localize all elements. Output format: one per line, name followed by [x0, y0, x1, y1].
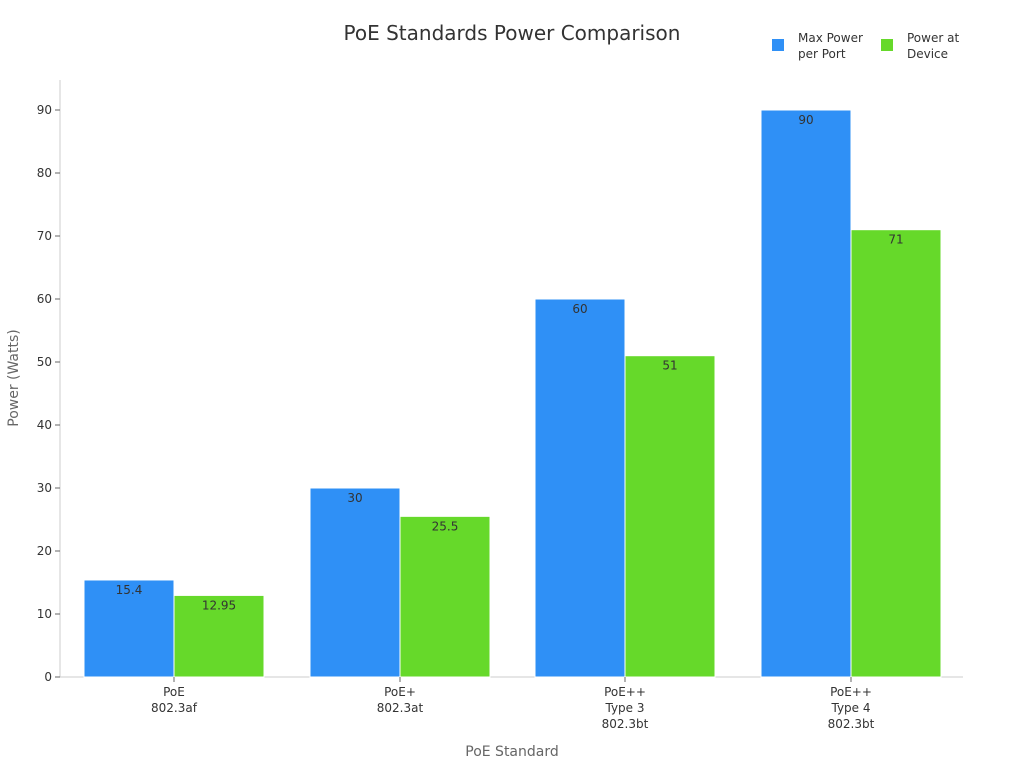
y-axis-title: Power (Watts)	[6, 329, 22, 427]
y-tick-label: 30	[37, 481, 52, 495]
bar-series2-3	[624, 355, 716, 678]
legend-swatch	[881, 39, 893, 51]
y-tick-label: 50	[37, 355, 52, 369]
data-label: 60	[572, 302, 587, 316]
x-tick-label: PoE 802.3af	[151, 685, 198, 715]
y-tick-label: 70	[37, 229, 52, 243]
legend: Max Power per Port Power at Device	[772, 31, 959, 61]
x-tick-label: PoE++ Type 4 802.3bt	[828, 685, 875, 731]
x-axis-ticks: PoE 802.3af PoE+ 802.3at PoE++ Type 3 802.3bt P…	[151, 677, 875, 731]
data-label: 90	[798, 113, 813, 127]
bar-series2-4	[850, 229, 942, 678]
chart-title: PoE Standards Power Comparison	[344, 21, 681, 45]
data-labels: 15.4 30 60 90 12.95 25.5 51 71	[116, 113, 904, 612]
y-tick-label: 60	[37, 292, 52, 306]
bar-series1-1	[83, 579, 175, 678]
data-label: 51	[662, 359, 677, 373]
x-tick-label: PoE+ 802.3at	[377, 685, 424, 715]
data-label: 12.95	[202, 598, 236, 612]
data-label: 15.4	[116, 583, 143, 597]
data-label: 30	[347, 491, 362, 505]
bar-series1-2	[309, 487, 401, 678]
data-label: 25.5	[432, 519, 459, 533]
bar-series1-4	[760, 109, 852, 678]
y-tick-label: 40	[37, 418, 52, 432]
legend-label: Max Power per Port	[798, 31, 863, 61]
bar-series1-3	[534, 298, 626, 678]
x-axis-title: PoE Standard	[465, 744, 559, 760]
y-tick-label: 90	[37, 103, 52, 117]
bar-series2-1	[173, 594, 265, 678]
y-tick-label: 20	[37, 544, 52, 558]
bars	[83, 109, 942, 678]
bar-series2-2	[399, 515, 491, 678]
y-tick-label: 80	[37, 166, 52, 180]
x-tick-label: PoE++ Type 3 802.3bt	[602, 685, 649, 731]
legend-label: Power at Device	[907, 31, 959, 61]
legend-swatch	[772, 39, 784, 51]
data-label: 71	[888, 233, 903, 247]
y-tick-label: 10	[37, 607, 52, 621]
y-tick-label: 0	[44, 670, 52, 684]
y-axis-ticks: 0 10 20 30 40 50 60 70 80 90	[37, 103, 60, 684]
